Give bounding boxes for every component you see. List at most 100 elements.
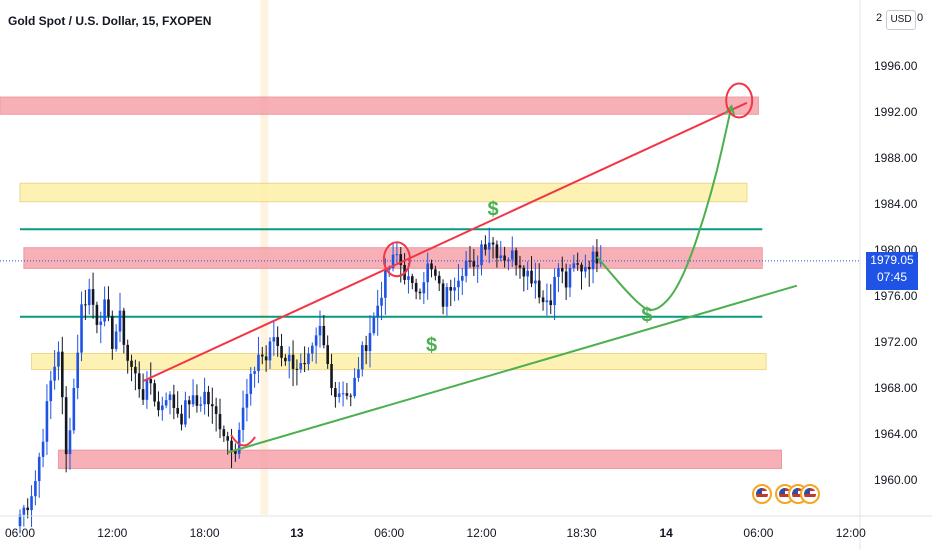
candle-body bbox=[137, 373, 141, 390]
candle-body bbox=[414, 282, 418, 292]
resistance-zone bbox=[0, 96, 759, 115]
candle-body bbox=[549, 300, 553, 306]
candle-body bbox=[57, 351, 60, 367]
candle-body bbox=[299, 362, 303, 370]
candle-body bbox=[568, 267, 572, 288]
candle-body bbox=[460, 276, 464, 281]
x-tick-label: 12:00 bbox=[467, 526, 497, 540]
candle-body bbox=[372, 317, 376, 334]
candle-body bbox=[234, 450, 237, 454]
y-tick-label: 1976.00 bbox=[874, 289, 918, 303]
y-tick-label: 1972.00 bbox=[874, 335, 918, 349]
candle-body bbox=[560, 268, 564, 272]
candle-body bbox=[472, 261, 476, 267]
candle-body bbox=[18, 514, 22, 527]
dollar-marker: $ bbox=[641, 304, 652, 326]
candle-body bbox=[384, 269, 387, 298]
candle-body bbox=[172, 394, 176, 408]
candle-body bbox=[203, 391, 206, 405]
candle-body bbox=[126, 344, 129, 361]
candle-body bbox=[399, 254, 403, 265]
candle-body bbox=[480, 244, 483, 266]
candle-body bbox=[349, 395, 353, 397]
x-tick-label: 13 bbox=[290, 526, 304, 540]
candle-body bbox=[226, 436, 229, 441]
chart-title: Gold Spot / U.S. Dollar, 15, FXOPEN bbox=[8, 14, 212, 28]
candle-body bbox=[491, 242, 495, 245]
candle-body bbox=[76, 352, 79, 389]
lower-trendline bbox=[227, 284, 798, 454]
upper-trendline bbox=[142, 101, 748, 383]
candle-body bbox=[118, 310, 122, 332]
candle-body bbox=[291, 354, 295, 369]
projection-path bbox=[596, 106, 733, 311]
candle-body bbox=[176, 407, 179, 414]
y-tick-label: 1992.00 bbox=[874, 105, 918, 119]
candle-body bbox=[557, 268, 560, 277]
candle-body bbox=[507, 259, 510, 261]
candle-body bbox=[107, 299, 110, 317]
countdown-label: 07:45 bbox=[876, 270, 908, 284]
candle-body bbox=[95, 304, 99, 325]
support-zone bbox=[19, 182, 748, 203]
candle-body bbox=[68, 430, 72, 455]
candle-body bbox=[580, 264, 583, 272]
current-price-badge: 1979.05 07:45 bbox=[866, 252, 918, 290]
candle-body bbox=[541, 297, 545, 303]
y-tick-label: 1960.00 bbox=[874, 473, 918, 487]
candle-body bbox=[111, 316, 114, 349]
candle-body bbox=[184, 400, 187, 425]
candle-body bbox=[249, 373, 253, 394]
candle-body bbox=[534, 280, 537, 284]
dollar-marker: $ bbox=[487, 199, 498, 221]
candle-body bbox=[545, 300, 549, 303]
candle-body bbox=[264, 356, 268, 361]
candle-body bbox=[87, 289, 91, 306]
highlight-arc bbox=[230, 434, 256, 447]
candle-body bbox=[237, 429, 241, 454]
currency-button[interactable]: USD bbox=[886, 10, 916, 30]
x-tick-label: 12:00 bbox=[97, 526, 127, 540]
candle-body bbox=[322, 325, 326, 346]
candle-body bbox=[487, 242, 491, 250]
candle-body bbox=[49, 380, 53, 402]
candle-body bbox=[91, 289, 95, 305]
candle-body bbox=[418, 291, 422, 294]
candle-body bbox=[330, 363, 333, 389]
candle-body bbox=[80, 304, 83, 353]
candle-body bbox=[53, 366, 56, 381]
candle-body bbox=[514, 250, 518, 266]
candle-body bbox=[464, 260, 468, 277]
us-flag-event-icon[interactable] bbox=[800, 484, 820, 504]
candle-body bbox=[391, 254, 395, 269]
candle-body bbox=[122, 310, 126, 345]
candle-body bbox=[434, 269, 437, 276]
candle-body bbox=[518, 265, 522, 268]
candle-body bbox=[134, 366, 137, 374]
candle-body bbox=[295, 368, 299, 370]
candle-body bbox=[499, 255, 503, 259]
us-flag-event-icon[interactable] bbox=[752, 484, 772, 504]
x-tick-label: 06:00 bbox=[5, 526, 35, 540]
candle-body bbox=[276, 337, 279, 346]
candle-body bbox=[526, 270, 529, 277]
candle-body bbox=[387, 268, 391, 270]
candle-body bbox=[161, 405, 164, 411]
candle-body bbox=[553, 276, 556, 306]
candle-body bbox=[164, 400, 168, 406]
candle-body bbox=[222, 429, 226, 437]
x-tick-label: 12:00 bbox=[836, 526, 866, 540]
candle-body bbox=[260, 354, 264, 357]
candle-body bbox=[584, 266, 587, 272]
candle-body bbox=[230, 440, 233, 451]
candle-body bbox=[530, 270, 533, 284]
candle-body bbox=[284, 357, 287, 362]
candle-body bbox=[187, 400, 191, 405]
current-price-label: 1979.05 bbox=[870, 253, 914, 267]
y-tick-label: 1964.00 bbox=[874, 427, 918, 441]
x-tick-label: 14 bbox=[659, 526, 673, 540]
candle-body bbox=[191, 395, 195, 405]
candle-body bbox=[422, 282, 426, 294]
